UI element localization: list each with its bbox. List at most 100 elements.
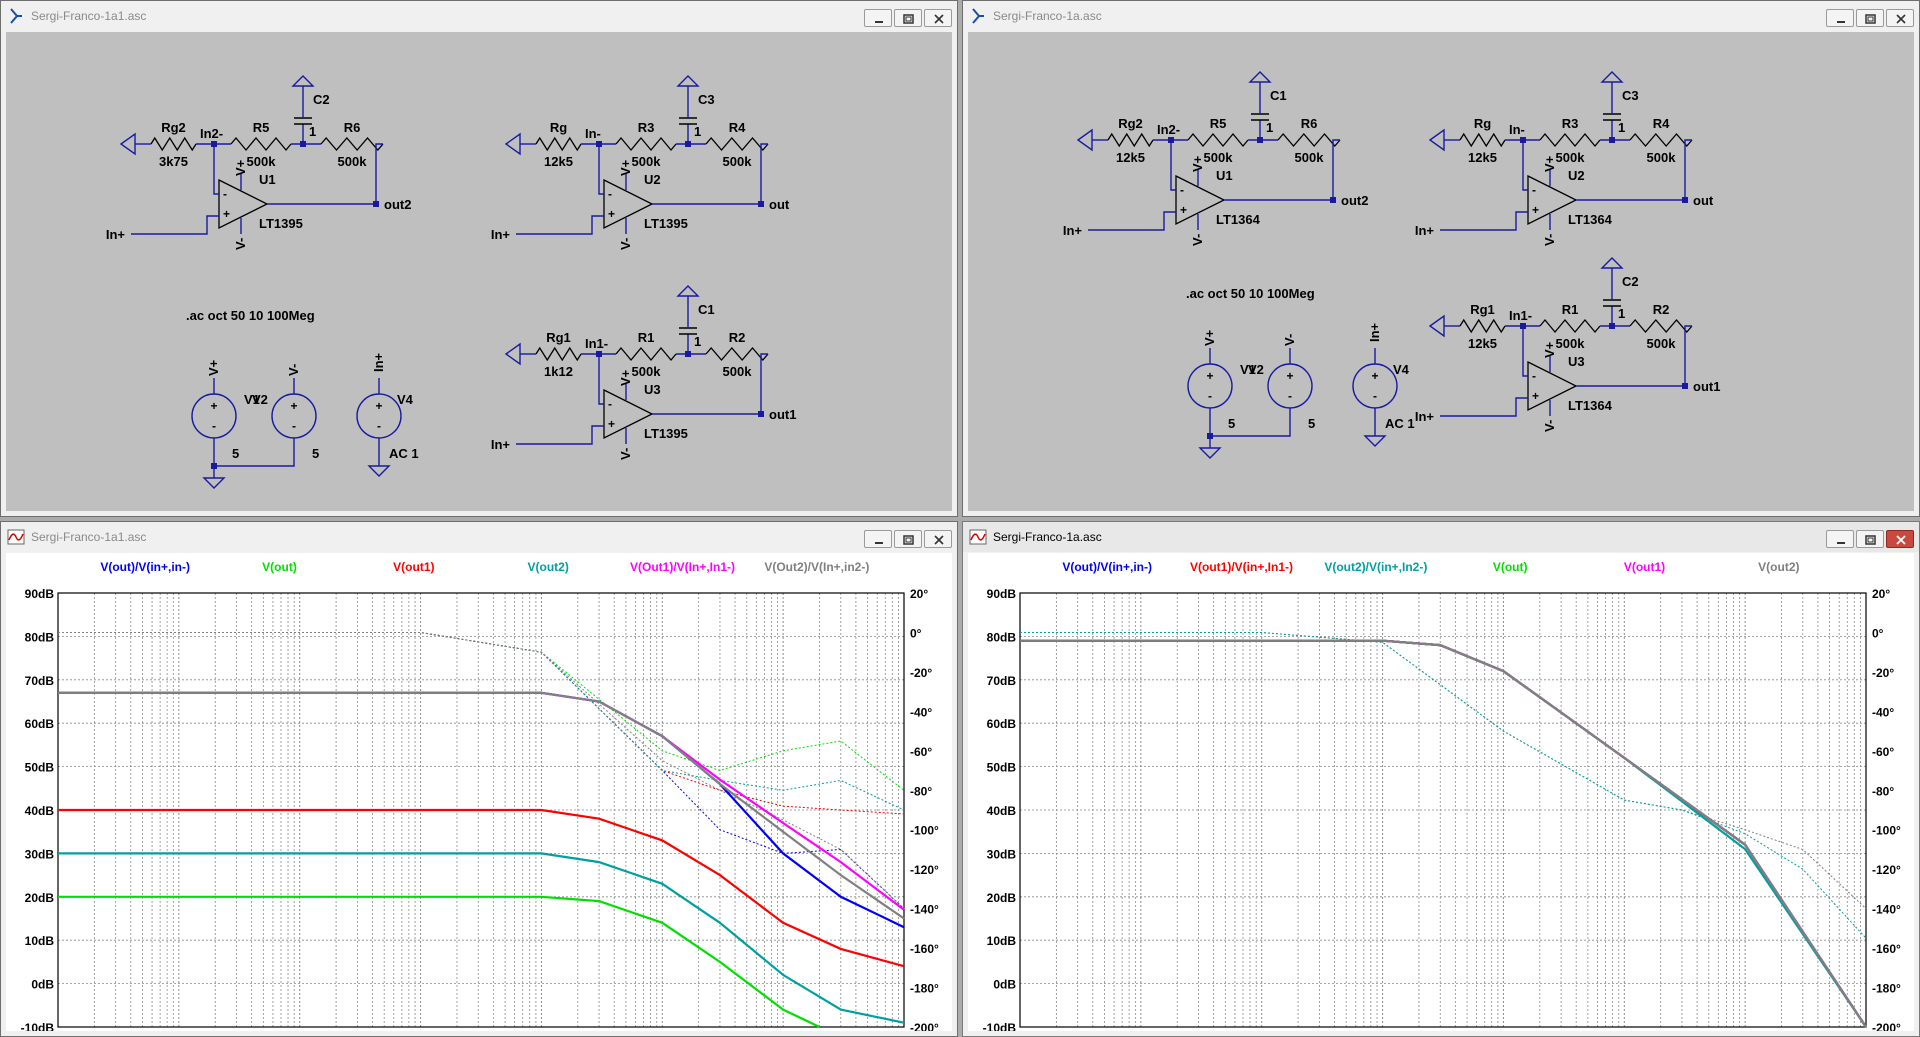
- opamp-pin-minus: -: [1532, 369, 1536, 383]
- close-button[interactable]: [924, 9, 952, 27]
- source-ref: V1: [1240, 362, 1256, 377]
- resistor-ref: R5: [253, 120, 270, 135]
- close-button[interactable]: [1886, 530, 1914, 548]
- wire: [1209, 408, 1291, 437]
- legend-entry: V(out): [1493, 560, 1528, 574]
- resistor-value: 500k: [1556, 150, 1586, 165]
- restore-icon: [903, 535, 914, 545]
- wire: [1684, 139, 1692, 200]
- resistor: [615, 136, 677, 152]
- ground-flag: [676, 285, 700, 297]
- y2-tick-label: -20°: [1872, 666, 1894, 680]
- close-button[interactable]: [924, 530, 952, 548]
- resistor: [150, 136, 197, 152]
- resistor-value: 1k12: [544, 364, 573, 379]
- source-value: 5: [232, 446, 239, 461]
- net-label: In1-: [585, 336, 608, 351]
- schematic-canvas[interactable]: C1 1 Rg2 12k5 In2- R5 500k R6 500k - + out2 In+ V+ V- U…: [968, 32, 1914, 511]
- opamp-pin-plus: +: [1532, 203, 1539, 217]
- amplifier-stage-u1: C1 1 Rg2 12k5 In2- R5 500k R6 500k - + out2 In+ V+ V- U…: [1063, 71, 1368, 246]
- y2-tick-label: -200°: [1872, 1021, 1901, 1031]
- source-value: 5: [1308, 416, 1315, 431]
- title-bar[interactable]: Sergi-Franco-1a.asc: [963, 1, 1919, 31]
- resistor-ref: R2: [1653, 302, 1670, 317]
- resistor-ref: R4: [1653, 116, 1670, 131]
- schematic-drawing: C2 1 Rg2 3k75 In2- R5 500k R6 500k - + out2 In+ V+ V- U…: [106, 75, 796, 489]
- y-tick-label: 40dB: [987, 804, 1017, 818]
- y2-tick-label: -60°: [910, 745, 932, 759]
- restore-button[interactable]: [894, 530, 922, 548]
- spice-directive: .ac oct 50 10 100Meg: [1186, 286, 1315, 301]
- net-label: In+: [491, 227, 511, 242]
- y2-tick-label: -20°: [910, 666, 932, 680]
- minimize-button[interactable]: [1826, 530, 1854, 548]
- title-bar[interactable]: Sergi-Franco-1a1.asc: [1, 1, 957, 31]
- y2-tick-label: 20°: [1872, 587, 1890, 601]
- close-button[interactable]: [1886, 9, 1914, 27]
- legend: V(out)/V(in+,in-) V(out1)/V(in+,In1-) V(ou…: [1062, 560, 1799, 574]
- net-label: out: [769, 197, 790, 212]
- wire: [1440, 397, 1528, 417]
- resistor: [1629, 133, 1693, 147]
- junction-dot: [758, 411, 764, 417]
- series-line: [58, 852, 905, 1024]
- legend-entry: V(out1)/V(in+,In1-): [1190, 560, 1293, 574]
- opamp-model: LT1395: [644, 426, 688, 441]
- y-tick-label: 50dB: [987, 761, 1017, 775]
- restore-icon: [903, 14, 914, 24]
- resistor: [535, 346, 582, 362]
- resistor-value: 500k: [1295, 150, 1325, 165]
- y-tick-label: 30dB: [25, 847, 55, 861]
- window-title: Sergi-Franco-1a1.asc: [31, 9, 147, 23]
- opamp-ref: U3: [644, 382, 661, 397]
- source-minus: -: [212, 419, 216, 433]
- minimize-button[interactable]: [864, 530, 892, 548]
- wire: [1684, 325, 1692, 386]
- resistor-value: 12k5: [1468, 336, 1497, 351]
- series-line: [1020, 639, 1867, 1028]
- net-label: V+: [1202, 329, 1217, 346]
- y-tick-label: 0dB: [993, 978, 1016, 992]
- y2-tick-label: -40°: [1872, 705, 1894, 719]
- schematic-canvas[interactable]: C2 1 Rg2 3k75 In2- R5 500k R6 500k - + out2 In+ V+ V- U…: [6, 32, 952, 511]
- phase-trace: [1020, 632, 1867, 909]
- y-tick-label: 10dB: [25, 934, 55, 948]
- phase-trace: [58, 632, 905, 909]
- resistor-ref: Rg1: [546, 330, 571, 345]
- opamp-model: LT1364: [1568, 212, 1613, 227]
- title-bar[interactable]: Sergi-Franco-1a1.asc: [1, 522, 957, 552]
- plot-pane[interactable]: 90dB 80dB 70dB 60dB 50dB 40dB 30dB 20dB 10dB 0dB -…: [6, 553, 952, 1036]
- opamp-model: LT1395: [644, 216, 688, 231]
- capacitor-ref: C3: [698, 92, 715, 107]
- y-tick-label: 20dB: [25, 891, 55, 905]
- wire: [131, 215, 219, 235]
- restore-button[interactable]: [1856, 530, 1884, 548]
- plot-pane[interactable]: 90dB 80dB 70dB 60dB 50dB 40dB 30dB 20dB 10dB 0dB -…: [968, 553, 1914, 1036]
- schematic-window-1[interactable]: Sergi-Franco-1a1.asc C2 1 Rg2 3k75 In2- R5 500…: [0, 0, 958, 517]
- y2-tick-label: -120°: [1872, 863, 1901, 877]
- plot-grid: [1019, 592, 1866, 1028]
- waveform-window-1[interactable]: Sergi-Franco-1a1.asc 90dB 80dB 70dB 60dB 50d…: [0, 521, 958, 1037]
- y2-tick-label: -100°: [1872, 824, 1901, 838]
- schematic-window-2[interactable]: Sergi-Franco-1a.asc C1 1 Rg2 12k5 In2- R5 500k…: [962, 0, 1920, 517]
- series-line: [1020, 639, 1867, 1028]
- restore-button[interactable]: [894, 9, 922, 27]
- resistor-value: 500k: [1647, 336, 1677, 351]
- title-bar[interactable]: Sergi-Franco-1a.asc: [963, 522, 1919, 552]
- legend-entry: V(Out2)/V(In+,in2-): [764, 560, 869, 574]
- waveform-window-2[interactable]: Sergi-Franco-1a.asc 90dB 80dB 70dB 60dB 50dB…: [962, 521, 1920, 1037]
- opamp-model: LT1364: [1216, 212, 1261, 227]
- minimize-button[interactable]: [1826, 9, 1854, 27]
- legend-entry: V(out1): [393, 560, 434, 574]
- y-tick-label: -10dB: [983, 1021, 1017, 1031]
- net-label: In+: [1415, 409, 1435, 424]
- minimize-button[interactable]: [864, 9, 892, 27]
- phase-traces: [1020, 632, 1867, 939]
- net-label: In2-: [1157, 122, 1180, 137]
- window-title: Sergi-Franco-1a.asc: [993, 9, 1102, 23]
- restore-button[interactable]: [1856, 9, 1884, 27]
- opamp-pin-minus: -: [223, 187, 227, 201]
- axes: 90dB 80dB 70dB 60dB 50dB 40dB 30dB 20dB 10dB 0dB -…: [983, 587, 1901, 1036]
- opamp-symbol: [1175, 174, 1226, 226]
- resistor-ref: R6: [344, 120, 361, 135]
